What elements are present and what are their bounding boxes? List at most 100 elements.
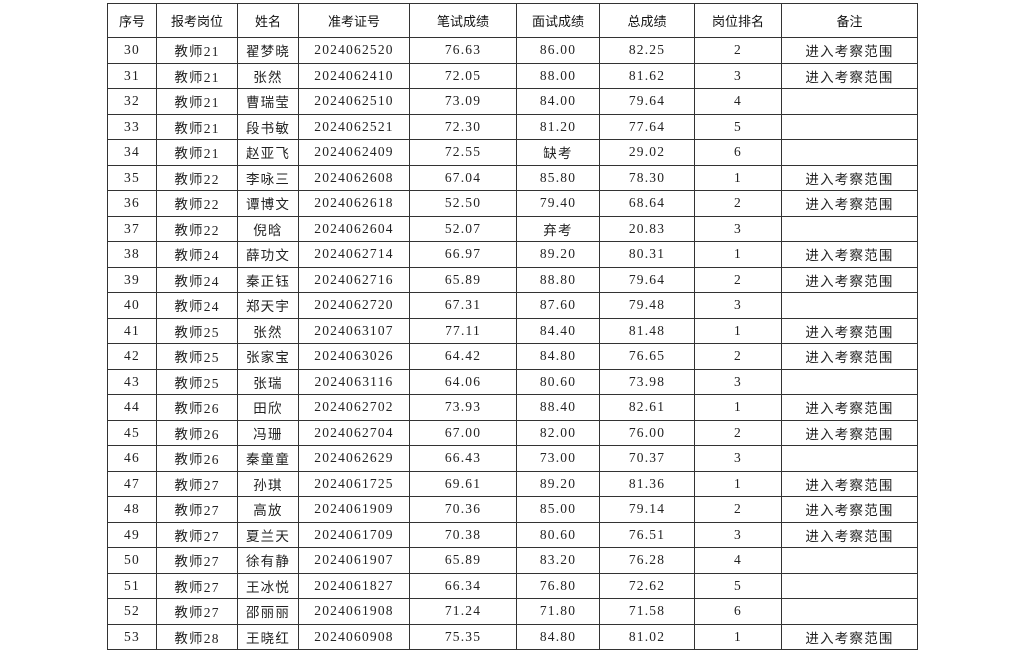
- cell-name: 秦童童: [237, 445, 299, 472]
- cell-written-score: 67.00: [409, 419, 517, 446]
- cell-position: 教师26: [156, 394, 238, 421]
- cell-interview-score: 80.60: [516, 368, 600, 395]
- cell-remarks: 进入考察范围: [781, 190, 918, 217]
- cell-ticket-number: 2024062410: [298, 62, 410, 89]
- cell-seq: 47: [107, 470, 157, 497]
- cell-interview-score: 82.00: [516, 419, 600, 446]
- cell-rank: 3: [694, 292, 782, 319]
- cell-rank: 3: [694, 368, 782, 395]
- cell-rank: 2: [694, 343, 782, 370]
- cell-interview-score: 83.20: [516, 547, 600, 574]
- cell-position: 教师25: [156, 317, 238, 344]
- cell-interview-score: 88.00: [516, 62, 600, 89]
- cell-remarks: [781, 368, 918, 395]
- header-name: 姓名: [237, 3, 299, 38]
- cell-interview-score: 85.80: [516, 164, 600, 191]
- cell-total-score: 76.00: [599, 419, 695, 446]
- cell-name: 王晓红: [237, 623, 299, 650]
- cell-written-score: 66.34: [409, 572, 517, 599]
- table-row: 30 教师21 翟梦晓 2024062520 76.63 86.00 82.25 2 进入考察范…: [107, 37, 918, 64]
- cell-seq: 42: [107, 343, 157, 370]
- cell-name: 张家宝: [237, 343, 299, 370]
- table-row: 43 教师25 张瑞 2024063116 64.06 80.60 73.98 3: [107, 368, 918, 395]
- cell-ticket-number: 2024062520: [298, 37, 410, 64]
- cell-rank: 2: [694, 266, 782, 293]
- cell-rank: 1: [694, 164, 782, 191]
- cell-position: 教师25: [156, 368, 238, 395]
- header-seq: 序号: [107, 3, 157, 38]
- cell-name: 孙琪: [237, 470, 299, 497]
- cell-seq: 44: [107, 394, 157, 421]
- cell-written-score: 71.24: [409, 598, 517, 625]
- cell-ticket-number: 2024061725: [298, 470, 410, 497]
- cell-remarks: [781, 445, 918, 472]
- cell-remarks: 进入考察范围: [781, 496, 918, 523]
- cell-ticket-number: 2024062510: [298, 88, 410, 115]
- cell-position: 教师21: [156, 139, 238, 166]
- cell-position: 教师21: [156, 37, 238, 64]
- table-row: 51 教师27 王冰悦 2024061827 66.34 76.80 72.62 5: [107, 572, 918, 599]
- cell-total-score: 77.64: [599, 113, 695, 140]
- cell-interview-score: 89.20: [516, 470, 600, 497]
- header-interview-score: 面试成绩: [516, 3, 600, 38]
- cell-interview-score: 86.00: [516, 37, 600, 64]
- cell-position: 教师24: [156, 266, 238, 293]
- cell-rank: 6: [694, 598, 782, 625]
- cell-remarks: [781, 88, 918, 115]
- cell-remarks: 进入考察范围: [781, 62, 918, 89]
- cell-name: 高放: [237, 496, 299, 523]
- cell-interview-score: 84.40: [516, 317, 600, 344]
- results-table: 序号 报考岗位 姓名 准考证号 笔试成绩 面试成绩 总成绩 岗位排名 备注 30…: [107, 3, 918, 650]
- cell-total-score: 68.64: [599, 190, 695, 217]
- cell-remarks: [781, 292, 918, 319]
- cell-interview-score: 89.20: [516, 241, 600, 268]
- cell-ticket-number: 2024062618: [298, 190, 410, 217]
- cell-written-score: 65.89: [409, 547, 517, 574]
- cell-seq: 38: [107, 241, 157, 268]
- cell-written-score: 69.61: [409, 470, 517, 497]
- cell-written-score: 66.43: [409, 445, 517, 472]
- cell-remarks: 进入考察范围: [781, 343, 918, 370]
- cell-name: 翟梦晓: [237, 37, 299, 64]
- cell-total-score: 78.30: [599, 164, 695, 191]
- cell-total-score: 76.28: [599, 547, 695, 574]
- cell-position: 教师27: [156, 572, 238, 599]
- header-ticket-number: 准考证号: [298, 3, 410, 38]
- cell-ticket-number: 2024062608: [298, 164, 410, 191]
- cell-total-score: 79.64: [599, 266, 695, 293]
- cell-written-score: 52.50: [409, 190, 517, 217]
- cell-seq: 30: [107, 37, 157, 64]
- cell-rank: 2: [694, 496, 782, 523]
- cell-total-score: 79.64: [599, 88, 695, 115]
- cell-ticket-number: 2024062521: [298, 113, 410, 140]
- cell-seq: 51: [107, 572, 157, 599]
- cell-interview-score: 88.40: [516, 394, 600, 421]
- cell-rank: 3: [694, 521, 782, 548]
- cell-position: 教师25: [156, 343, 238, 370]
- cell-rank: 3: [694, 215, 782, 242]
- cell-written-score: 73.09: [409, 88, 517, 115]
- table-row: 32 教师21 曹瑞莹 2024062510 73.09 84.00 79.64 4: [107, 88, 918, 115]
- cell-remarks: [781, 215, 918, 242]
- cell-written-score: 65.89: [409, 266, 517, 293]
- cell-ticket-number: 2024063107: [298, 317, 410, 344]
- cell-ticket-number: 2024062720: [298, 292, 410, 319]
- cell-seq: 50: [107, 547, 157, 574]
- cell-interview-score: 缺考: [516, 139, 600, 166]
- cell-ticket-number: 2024061709: [298, 521, 410, 548]
- cell-position: 教师27: [156, 598, 238, 625]
- cell-written-score: 64.42: [409, 343, 517, 370]
- cell-rank: 5: [694, 113, 782, 140]
- cell-rank: 1: [694, 470, 782, 497]
- cell-interview-score: 87.60: [516, 292, 600, 319]
- cell-remarks: [781, 547, 918, 574]
- table-row: 41 教师25 张然 2024063107 77.11 84.40 81.48 1 进入考察范围: [107, 317, 918, 344]
- cell-seq: 32: [107, 88, 157, 115]
- cell-ticket-number: 2024063026: [298, 343, 410, 370]
- table-row: 50 教师27 徐有静 2024061907 65.89 83.20 76.28 4: [107, 547, 918, 574]
- table-row: 52 教师27 邵丽丽 2024061908 71.24 71.80 71.58 6: [107, 598, 918, 625]
- cell-ticket-number: 2024062714: [298, 241, 410, 268]
- cell-interview-score: 76.80: [516, 572, 600, 599]
- cell-written-score: 67.31: [409, 292, 517, 319]
- cell-total-score: 76.51: [599, 521, 695, 548]
